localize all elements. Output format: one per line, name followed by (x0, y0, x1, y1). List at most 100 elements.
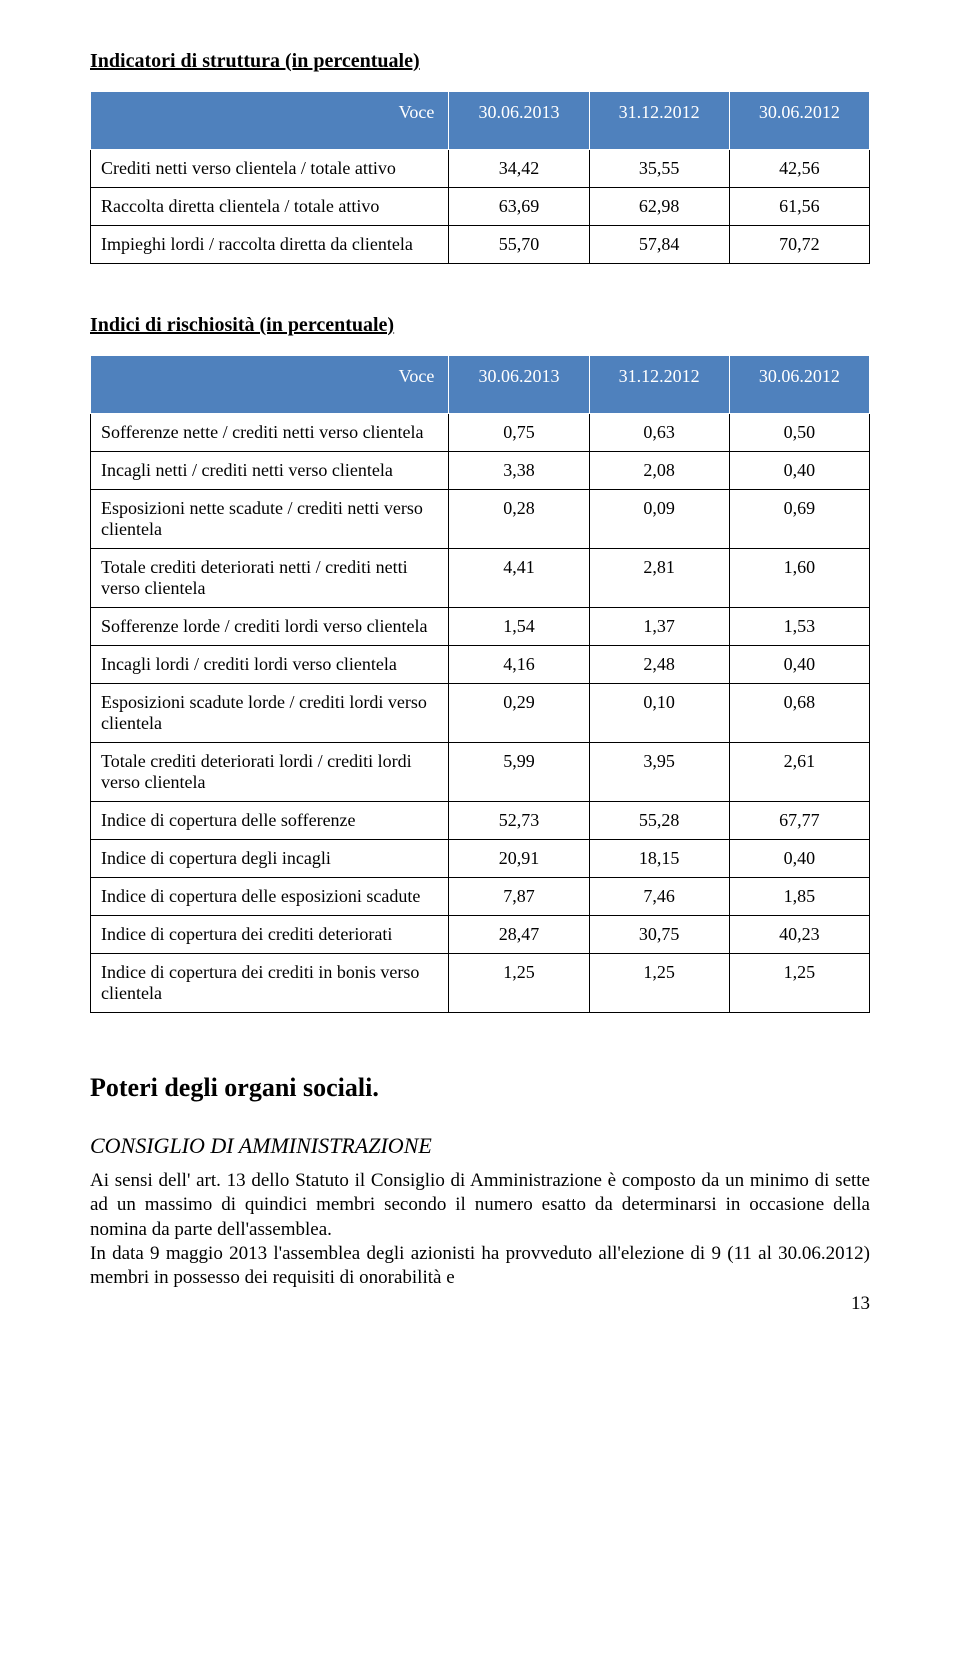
cell-value: 0,09 (589, 490, 729, 549)
table-body: Crediti netti verso clientela / totale a… (91, 150, 870, 264)
cell-value: 4,16 (449, 646, 589, 684)
table-row: Sofferenze nette / crediti netti verso c… (91, 414, 870, 452)
page-number: 13 (90, 1293, 870, 1315)
table-row: Totale crediti deteriorati netti / credi… (91, 549, 870, 608)
cell-value: 20,91 (449, 840, 589, 878)
row-label: Indice di copertura dei crediti deterior… (91, 916, 449, 954)
cell-value: 63,69 (449, 188, 589, 226)
row-label: Incagli netti / crediti netti verso clie… (91, 452, 449, 490)
cell-value: 1,25 (729, 954, 869, 1013)
table-header-row: Voce 30.06.2013 31.12.2012 30.06.2012 (91, 356, 870, 414)
cell-value: 1,60 (729, 549, 869, 608)
cell-value: 34,42 (449, 150, 589, 188)
table-row: Totale crediti deteriorati lordi / credi… (91, 743, 870, 802)
col-c3: 30.06.2012 (729, 356, 869, 414)
table-row: Sofferenze lorde / crediti lordi verso c… (91, 608, 870, 646)
cell-value: 52,73 (449, 802, 589, 840)
row-label: Sofferenze nette / crediti netti verso c… (91, 414, 449, 452)
cell-value: 0,63 (589, 414, 729, 452)
cell-value: 1,25 (449, 954, 589, 1013)
cell-value: 61,56 (729, 188, 869, 226)
row-label: Indice di copertura dei crediti in bonis… (91, 954, 449, 1013)
cell-value: 0,29 (449, 684, 589, 743)
cell-value: 0,40 (729, 452, 869, 490)
cell-value: 42,56 (729, 150, 869, 188)
cell-value: 7,46 (589, 878, 729, 916)
cell-value: 4,41 (449, 549, 589, 608)
col-c1: 30.06.2013 (449, 92, 589, 150)
cell-value: 0,28 (449, 490, 589, 549)
col-c2: 31.12.2012 (589, 356, 729, 414)
table-row: Incagli lordi / crediti lordi verso clie… (91, 646, 870, 684)
row-label: Indice di copertura degli incagli (91, 840, 449, 878)
row-label: Sofferenze lorde / crediti lordi verso c… (91, 608, 449, 646)
table-row: Indice di copertura degli incagli20,9118… (91, 840, 870, 878)
cell-value: 3,95 (589, 743, 729, 802)
cell-value: 5,99 (449, 743, 589, 802)
cell-value: 35,55 (589, 150, 729, 188)
cell-value: 2,81 (589, 549, 729, 608)
table-row: Indice di copertura dei crediti in bonis… (91, 954, 870, 1013)
cell-value: 30,75 (589, 916, 729, 954)
cell-value: 1,37 (589, 608, 729, 646)
cell-value: 55,28 (589, 802, 729, 840)
cell-value: 18,15 (589, 840, 729, 878)
page: Indicatori di struttura (in percentuale)… (0, 0, 960, 1355)
row-label: Crediti netti verso clientela / totale a… (91, 150, 449, 188)
row-label: Impieghi lordi / raccolta diretta da cli… (91, 226, 449, 264)
cell-value: 0,50 (729, 414, 869, 452)
table-row: Raccolta diretta clientela / totale atti… (91, 188, 870, 226)
col-c3: 30.06.2012 (729, 92, 869, 150)
cell-value: 70,72 (729, 226, 869, 264)
table-row: Esposizioni nette scadute / crediti nett… (91, 490, 870, 549)
row-label: Esposizioni scadute lorde / crediti lord… (91, 684, 449, 743)
cell-value: 0,10 (589, 684, 729, 743)
cell-value: 7,87 (449, 878, 589, 916)
body-paragraph: Ai sensi dell' art. 13 dello Statuto il … (90, 1169, 870, 1291)
cell-value: 40,23 (729, 916, 869, 954)
cell-value: 2,08 (589, 452, 729, 490)
section-title-rischiosita: Indici di rischiosità (in percentuale) (90, 314, 870, 337)
cell-value: 0,40 (729, 840, 869, 878)
cell-value: 0,75 (449, 414, 589, 452)
cell-value: 0,68 (729, 684, 869, 743)
table-row: Impieghi lordi / raccolta diretta da cli… (91, 226, 870, 264)
section-title-struttura: Indicatori di struttura (in percentuale) (90, 50, 870, 73)
table-row: Esposizioni scadute lorde / crediti lord… (91, 684, 870, 743)
col-c1: 30.06.2013 (449, 356, 589, 414)
cell-value: 1,25 (589, 954, 729, 1013)
cell-value: 55,70 (449, 226, 589, 264)
cell-value: 1,54 (449, 608, 589, 646)
poteri-title: Poteri degli organi sociali. (90, 1073, 870, 1103)
consiglio-title: CONSIGLIO DI AMMINISTRAZIONE (90, 1133, 870, 1159)
row-label: Incagli lordi / crediti lordi verso clie… (91, 646, 449, 684)
row-label: Esposizioni nette scadute / crediti nett… (91, 490, 449, 549)
cell-value: 67,77 (729, 802, 869, 840)
table-struttura: Voce 30.06.2013 31.12.2012 30.06.2012 Cr… (90, 91, 870, 264)
cell-value: 1,53 (729, 608, 869, 646)
table-row: Indice di copertura delle sofferenze52,7… (91, 802, 870, 840)
row-label: Totale crediti deteriorati netti / credi… (91, 549, 449, 608)
table-body: Sofferenze nette / crediti netti verso c… (91, 414, 870, 1013)
cell-value: 2,61 (729, 743, 869, 802)
table-row: Crediti netti verso clientela / totale a… (91, 150, 870, 188)
table-row: Incagli netti / crediti netti verso clie… (91, 452, 870, 490)
table-row: Indice di copertura delle esposizioni sc… (91, 878, 870, 916)
cell-value: 1,85 (729, 878, 869, 916)
cell-value: 62,98 (589, 188, 729, 226)
row-label: Indice di copertura delle esposizioni sc… (91, 878, 449, 916)
col-c2: 31.12.2012 (589, 92, 729, 150)
cell-value: 2,48 (589, 646, 729, 684)
cell-value: 57,84 (589, 226, 729, 264)
cell-value: 0,69 (729, 490, 869, 549)
cell-value: 3,38 (449, 452, 589, 490)
col-voce: Voce (91, 356, 449, 414)
row-label: Indice di copertura delle sofferenze (91, 802, 449, 840)
row-label: Raccolta diretta clientela / totale atti… (91, 188, 449, 226)
table-rischiosita: Voce 30.06.2013 31.12.2012 30.06.2012 So… (90, 355, 870, 1013)
col-voce: Voce (91, 92, 449, 150)
table-header-row: Voce 30.06.2013 31.12.2012 30.06.2012 (91, 92, 870, 150)
row-label: Totale crediti deteriorati lordi / credi… (91, 743, 449, 802)
cell-value: 0,40 (729, 646, 869, 684)
table-row: Indice di copertura dei crediti deterior… (91, 916, 870, 954)
